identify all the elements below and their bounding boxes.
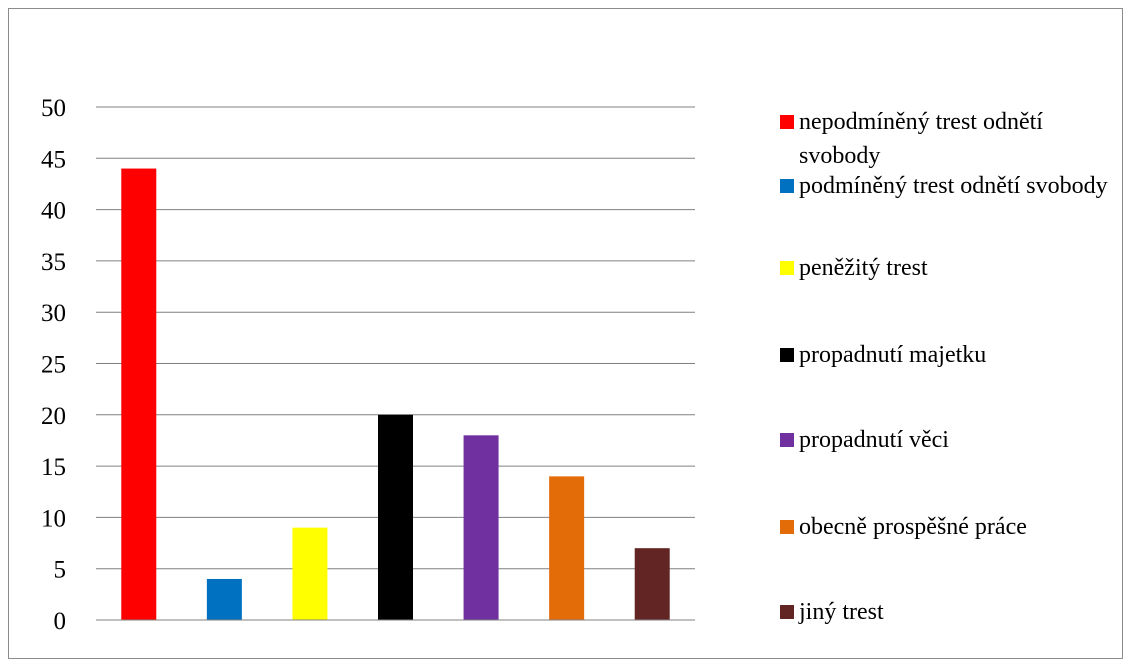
gridlines	[96, 106, 695, 570]
y-tick-label: 35	[41, 249, 66, 276]
legend-swatch	[780, 115, 794, 129]
y-tick-label: 15	[41, 454, 66, 481]
bars	[121, 168, 670, 620]
legend-item: jiný trest	[780, 595, 1125, 629]
bar	[121, 168, 157, 620]
y-tick-label: 45	[41, 146, 66, 173]
bar	[463, 435, 499, 620]
legend-label: nepodmíněný trest odnětí svobody	[799, 109, 1043, 169]
bar	[378, 414, 413, 620]
bar	[206, 578, 242, 620]
y-tick-label: 20	[41, 403, 66, 430]
legend-label: propadnutí věci	[799, 427, 949, 453]
legend-label: obecně prospěšné práce	[799, 514, 1027, 540]
y-tick-label: 10	[41, 505, 66, 532]
y-tick-label: 50	[41, 95, 66, 122]
y-tick-label: 30	[41, 300, 66, 327]
legend-item: nepodmíněný trest odnětí svobody	[780, 105, 1125, 173]
legend-label: propadnutí majetku	[799, 342, 987, 368]
legend: nepodmíněný trest odnětí svobody podmíně…	[780, 0, 1125, 665]
legend-item: propadnutí majetku	[780, 338, 1125, 372]
legend-swatch	[780, 348, 794, 362]
legend-item: peněžitý trest	[780, 251, 1125, 285]
legend-swatch	[780, 520, 794, 534]
legend-item: podmíněný trest odnětí svobody	[780, 169, 1125, 203]
y-tick-label: 40	[41, 198, 66, 225]
legend-item: propadnutí věci	[780, 423, 1125, 457]
legend-swatch	[780, 179, 794, 193]
y-tick-label: 0	[54, 608, 67, 635]
y-tick-label: 5	[54, 557, 67, 584]
legend-label: peněžitý trest	[799, 255, 928, 281]
y-axis-tick-labels: 0 5 10 15 20 25 30 35 40 45 50	[41, 95, 66, 635]
y-tick-label: 25	[41, 352, 66, 379]
legend-label: jiný trest	[799, 599, 884, 625]
legend-swatch	[780, 433, 794, 447]
legend-swatch	[780, 261, 794, 275]
bar	[634, 548, 670, 620]
bar	[292, 527, 328, 620]
bar	[549, 476, 585, 620]
legend-item: obecně prospěšné práce	[780, 510, 1125, 544]
legend-swatch	[780, 605, 794, 619]
legend-label: podmíněný trest odnětí svobody	[799, 173, 1108, 199]
